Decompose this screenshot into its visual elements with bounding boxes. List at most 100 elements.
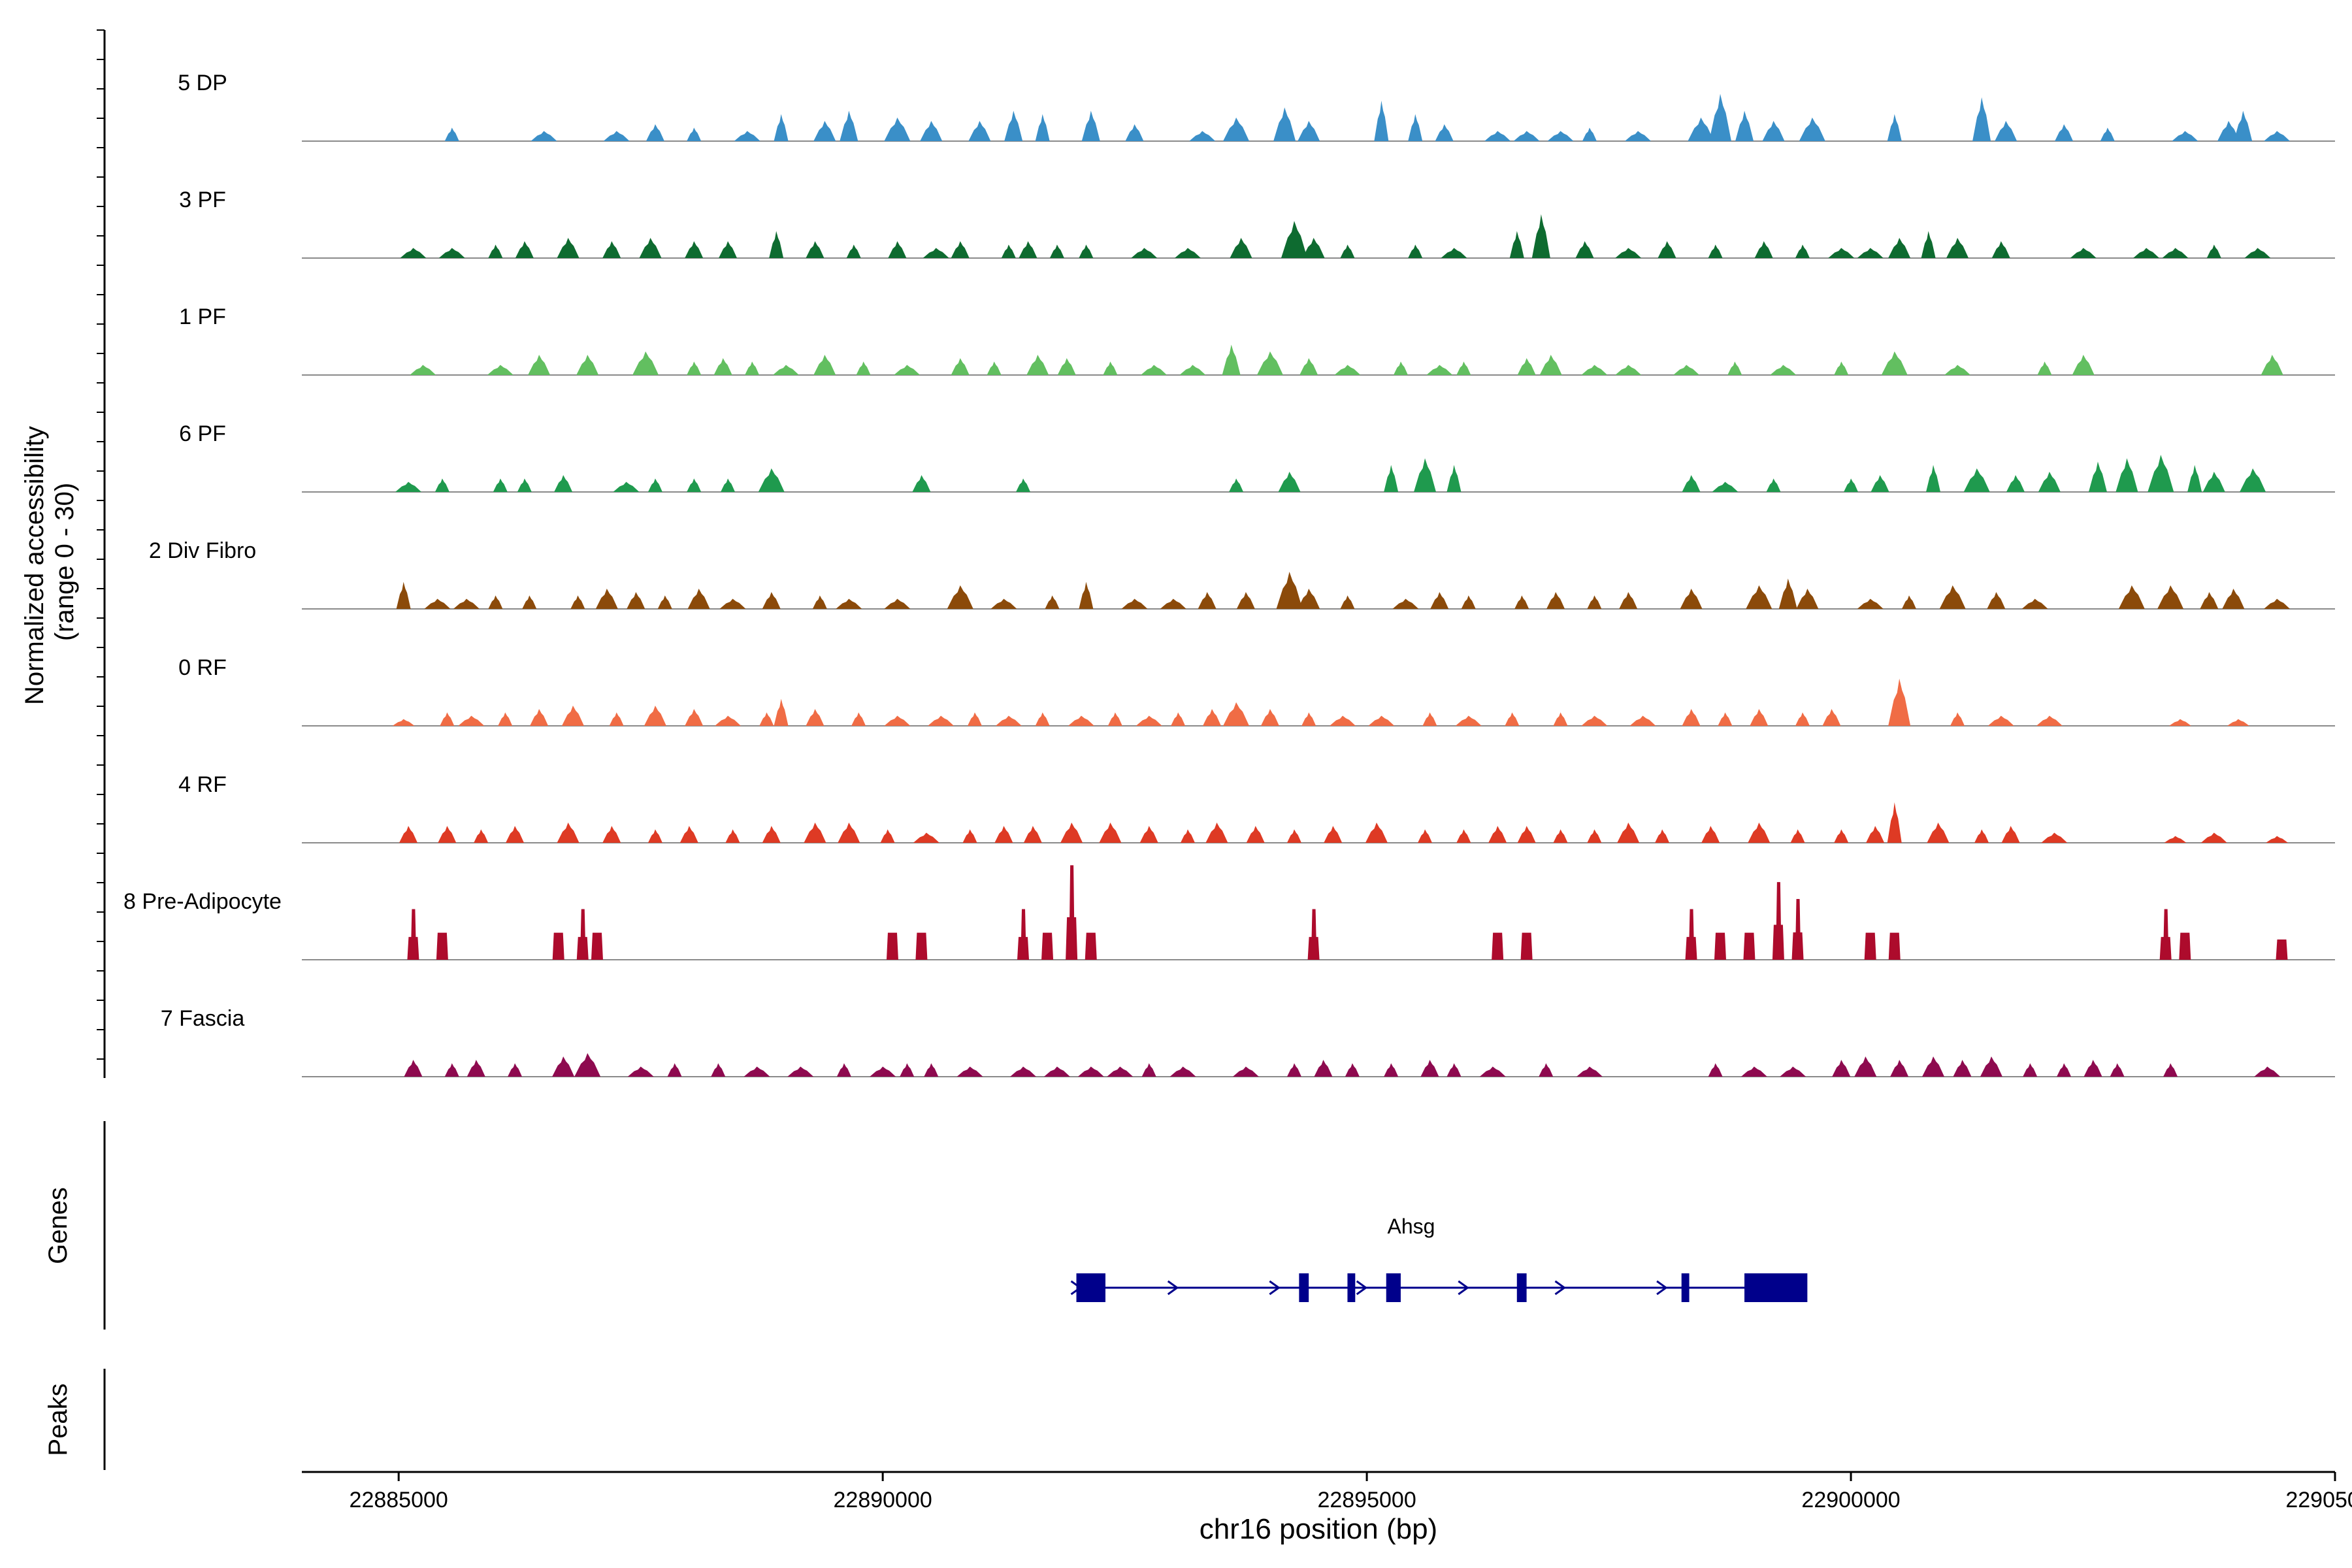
coverage-peak (1281, 221, 1307, 258)
coverage-peak (2157, 585, 2184, 609)
track-label: 6 PF (179, 421, 226, 446)
coverage-peak (627, 1066, 654, 1077)
track-group: 6 PF (179, 421, 2335, 493)
coverage-peak (1461, 595, 1476, 609)
coverage-peak (528, 355, 551, 375)
coverage-peak (557, 238, 580, 258)
coverage-peak (530, 709, 549, 726)
coverage-peak (1179, 365, 1206, 375)
coverage-peak (1160, 598, 1186, 609)
strand-arrow (1554, 1280, 1567, 1296)
gene-model-ahsg: Ahsg (1070, 1215, 1808, 1302)
coverage-peak (2164, 836, 2187, 843)
coverage-peak (1743, 932, 1756, 960)
strand-arrow (1458, 1280, 1469, 1296)
coverage-peak (1232, 1066, 1259, 1077)
coverage-peak (1365, 823, 1388, 843)
coverage-peak (774, 698, 789, 726)
coverage-peak (1408, 114, 1423, 141)
track-group: 1 PF (179, 304, 2335, 376)
coverage-peak (1374, 101, 1389, 141)
y-axis-ticks (97, 29, 105, 1060)
coverage-peak (1286, 1063, 1301, 1077)
coverage-peak (1844, 478, 1859, 492)
coverage-peak (392, 719, 415, 726)
coverage-peak (990, 598, 1017, 609)
coverage-peak (734, 131, 760, 141)
coverage-peak (1256, 351, 1283, 375)
coverage-peak (1103, 361, 1118, 375)
coverage-peak (2038, 472, 2061, 492)
coverage-peak (1834, 829, 1849, 843)
coverage-peak (888, 241, 907, 258)
coverage-peak (687, 589, 710, 609)
coverage-peak (994, 826, 1013, 843)
coverage-peak (1049, 244, 1064, 258)
coverage-peak (1553, 829, 1568, 843)
coverage-peak (404, 1060, 423, 1077)
coverage-peak (1198, 592, 1217, 609)
coverage-peak (1016, 478, 1031, 492)
coverage-peak (758, 468, 785, 492)
coverage-peak (1189, 131, 1216, 141)
coverage-peak (923, 248, 949, 258)
coverage-peak (2083, 1060, 2102, 1077)
coverage-peak (424, 598, 451, 609)
coverage-peak (900, 1063, 915, 1077)
coverage-peak (1953, 1060, 1972, 1077)
coverage-peak (1685, 909, 1697, 960)
coverage-peak (1575, 241, 1594, 258)
coverage-peak (1780, 1066, 1806, 1077)
coverage-peak (1260, 709, 1279, 726)
coverage-peak (1035, 114, 1050, 141)
coverage-peak (1658, 241, 1676, 258)
coverage-peak (1131, 248, 1158, 258)
coverage-peak (2261, 355, 2283, 375)
x-axis-ticks: 22885000 22890000 22895000 22900000 22905000 (350, 1472, 2352, 1512)
gene-exon (1386, 1273, 1401, 1302)
coverage-peak (613, 482, 640, 492)
coverage-peak (1735, 110, 1754, 141)
coverage-peak (1107, 1066, 1134, 1077)
coverage-peak (711, 1063, 726, 1077)
coverage-peak (2072, 355, 2095, 375)
coverage-peak (947, 585, 973, 609)
coverage-peak (627, 592, 645, 609)
coverage-peak (603, 131, 630, 141)
coverage-peak (1712, 482, 1739, 492)
coverage-peak (602, 241, 621, 258)
coverage-peak (1927, 823, 1950, 843)
coverage-peak (1057, 358, 1076, 375)
coverage-peak (1298, 121, 1320, 141)
coverage-peak (1708, 244, 1723, 258)
coverage-peak (1701, 826, 1720, 843)
coverage-peak (2159, 909, 2172, 960)
track-label: 4 RF (178, 772, 227, 797)
gene-exon (1744, 1273, 1808, 1302)
coverage-peak (1587, 595, 1602, 609)
track-group: 3 PF (179, 188, 2335, 259)
coverage-peak (2037, 361, 2052, 375)
coverage-peak (2227, 719, 2249, 726)
coverage-peak (856, 361, 871, 375)
coverage-peak (956, 1066, 983, 1077)
coverage-peak (1963, 468, 1990, 492)
coverage-peak (657, 595, 672, 609)
coverage-peak (1688, 117, 1714, 141)
coverage-peak (759, 712, 774, 726)
coverage-peak (1991, 241, 2010, 258)
coverage-peak (2041, 832, 2068, 843)
y-axis-label: Normalized accessibility (range 0 - 30) (20, 419, 79, 705)
coverage-peak (1615, 365, 1642, 375)
coverage-peak (2021, 598, 2048, 609)
coverage-peak (1426, 365, 1453, 375)
coverage-peak (1727, 361, 1742, 375)
coverage-peak (687, 361, 702, 375)
strand-arrow (1656, 1280, 1668, 1296)
coverage-peak (1857, 598, 1884, 609)
coverage-peak (2036, 715, 2063, 726)
gene-exon (1516, 1273, 1527, 1302)
coverage-peak (576, 909, 589, 960)
coverage-peak (1834, 361, 1849, 375)
track-group: 2 Div Fibro (149, 538, 2335, 610)
